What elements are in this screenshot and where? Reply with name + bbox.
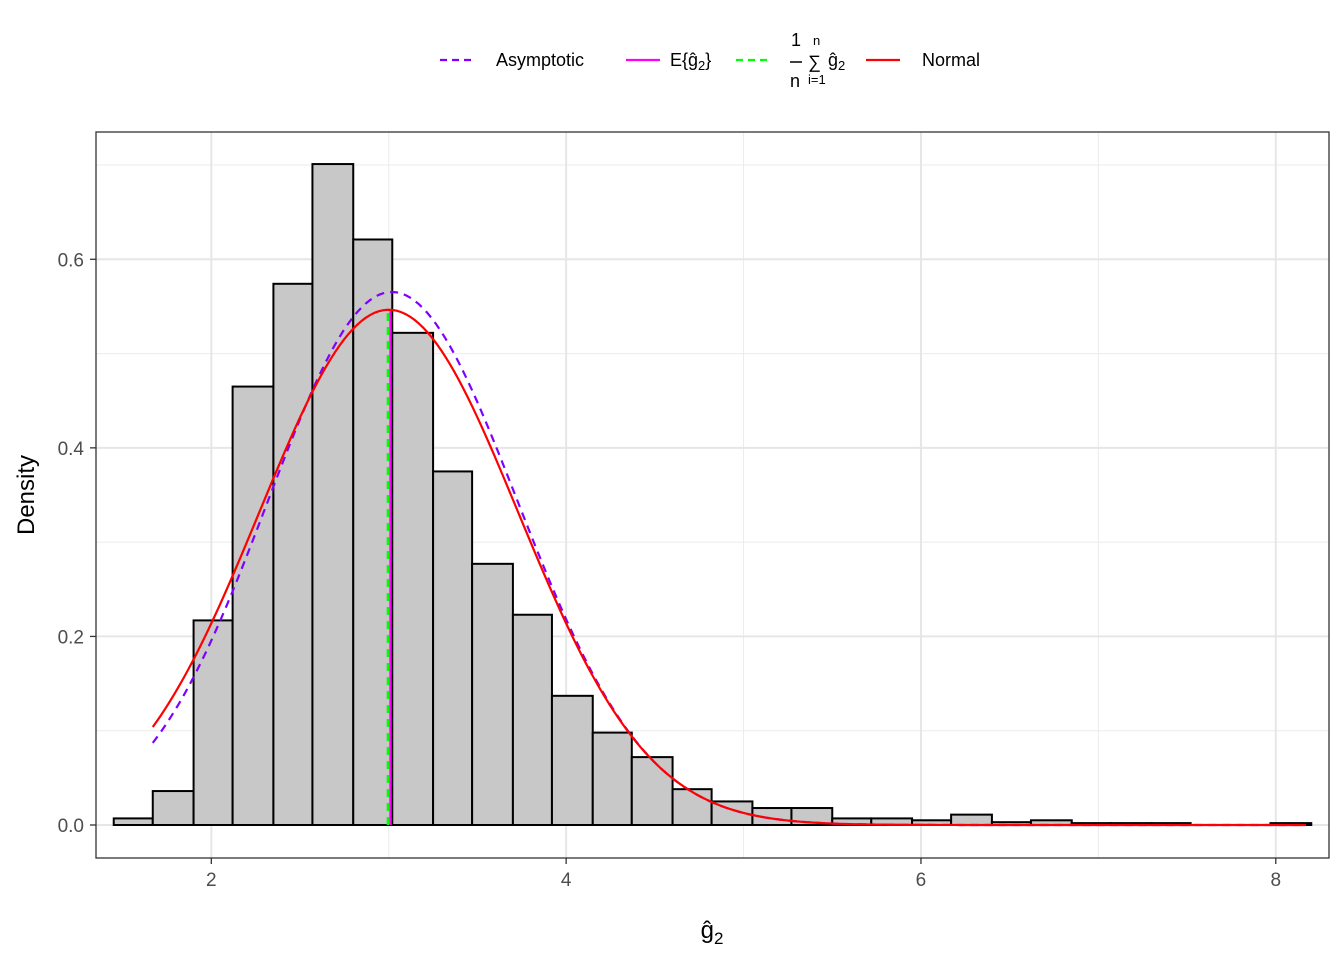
legend-label-asymptotic: Asymptotic: [496, 50, 584, 70]
legend-label-sample-mean: 1 n n ∑ i=1 ĝ2: [790, 30, 845, 91]
x-tick-label: 2: [206, 870, 217, 891]
x-tick-label: 6: [916, 870, 927, 891]
y-tick-label: 0.2: [58, 627, 84, 648]
x-axis: 2 4 6 8: [206, 858, 1281, 891]
legend-mean-sigma: ∑: [808, 52, 821, 72]
x-axis-title: ĝ2: [701, 917, 724, 948]
histogram-bar: [671, 788, 713, 827]
histogram-bar: [272, 282, 314, 826]
histogram-bar: [112, 817, 154, 827]
density-curves: [151, 290, 1306, 827]
histogram-bar: [151, 790, 195, 826]
histogram-bar: [591, 731, 633, 826]
histogram-bar: [311, 163, 355, 827]
histogram-bar: [432, 470, 474, 826]
legend-mean-lower-limit: i=1: [808, 72, 826, 87]
histogram-bar: [550, 694, 594, 826]
y-tick-label: 0.4: [58, 439, 85, 460]
histogram-bar: [511, 613, 553, 826]
histogram-bar: [352, 238, 394, 826]
legend: Asymptotic E{ĝ2} 1 n n ∑ i=1 ĝ2 Normal: [440, 30, 980, 91]
histogram-bar: [231, 385, 275, 826]
legend-label-expectation: E{ĝ2}: [670, 50, 711, 73]
y-axis-title: Density: [13, 455, 40, 535]
histogram-bar: [950, 813, 993, 827]
y-tick-label: 0.0: [58, 816, 84, 837]
histogram-bar: [192, 619, 234, 827]
legend-label-normal: Normal: [922, 50, 980, 70]
plot-border: [95, 131, 1330, 859]
histogram-bar: [630, 756, 674, 826]
legend-mean-denominator: n: [790, 71, 800, 91]
y-axis: 0.0 0.2 0.4 0.6: [58, 250, 96, 837]
histogram-bar: [391, 331, 435, 826]
histogram-bar: [471, 562, 514, 826]
y-tick-label: 0.6: [58, 250, 84, 271]
x-tick-label: 4: [561, 870, 572, 891]
legend-mean-numerator: 1: [791, 30, 801, 50]
legend-mean-upper-limit: n: [813, 33, 820, 48]
x-tick-label: 8: [1270, 870, 1281, 891]
legend-mean-g: ĝ2: [828, 50, 845, 73]
histogram-bars: [112, 163, 1313, 827]
curve-normal: [151, 308, 1306, 827]
